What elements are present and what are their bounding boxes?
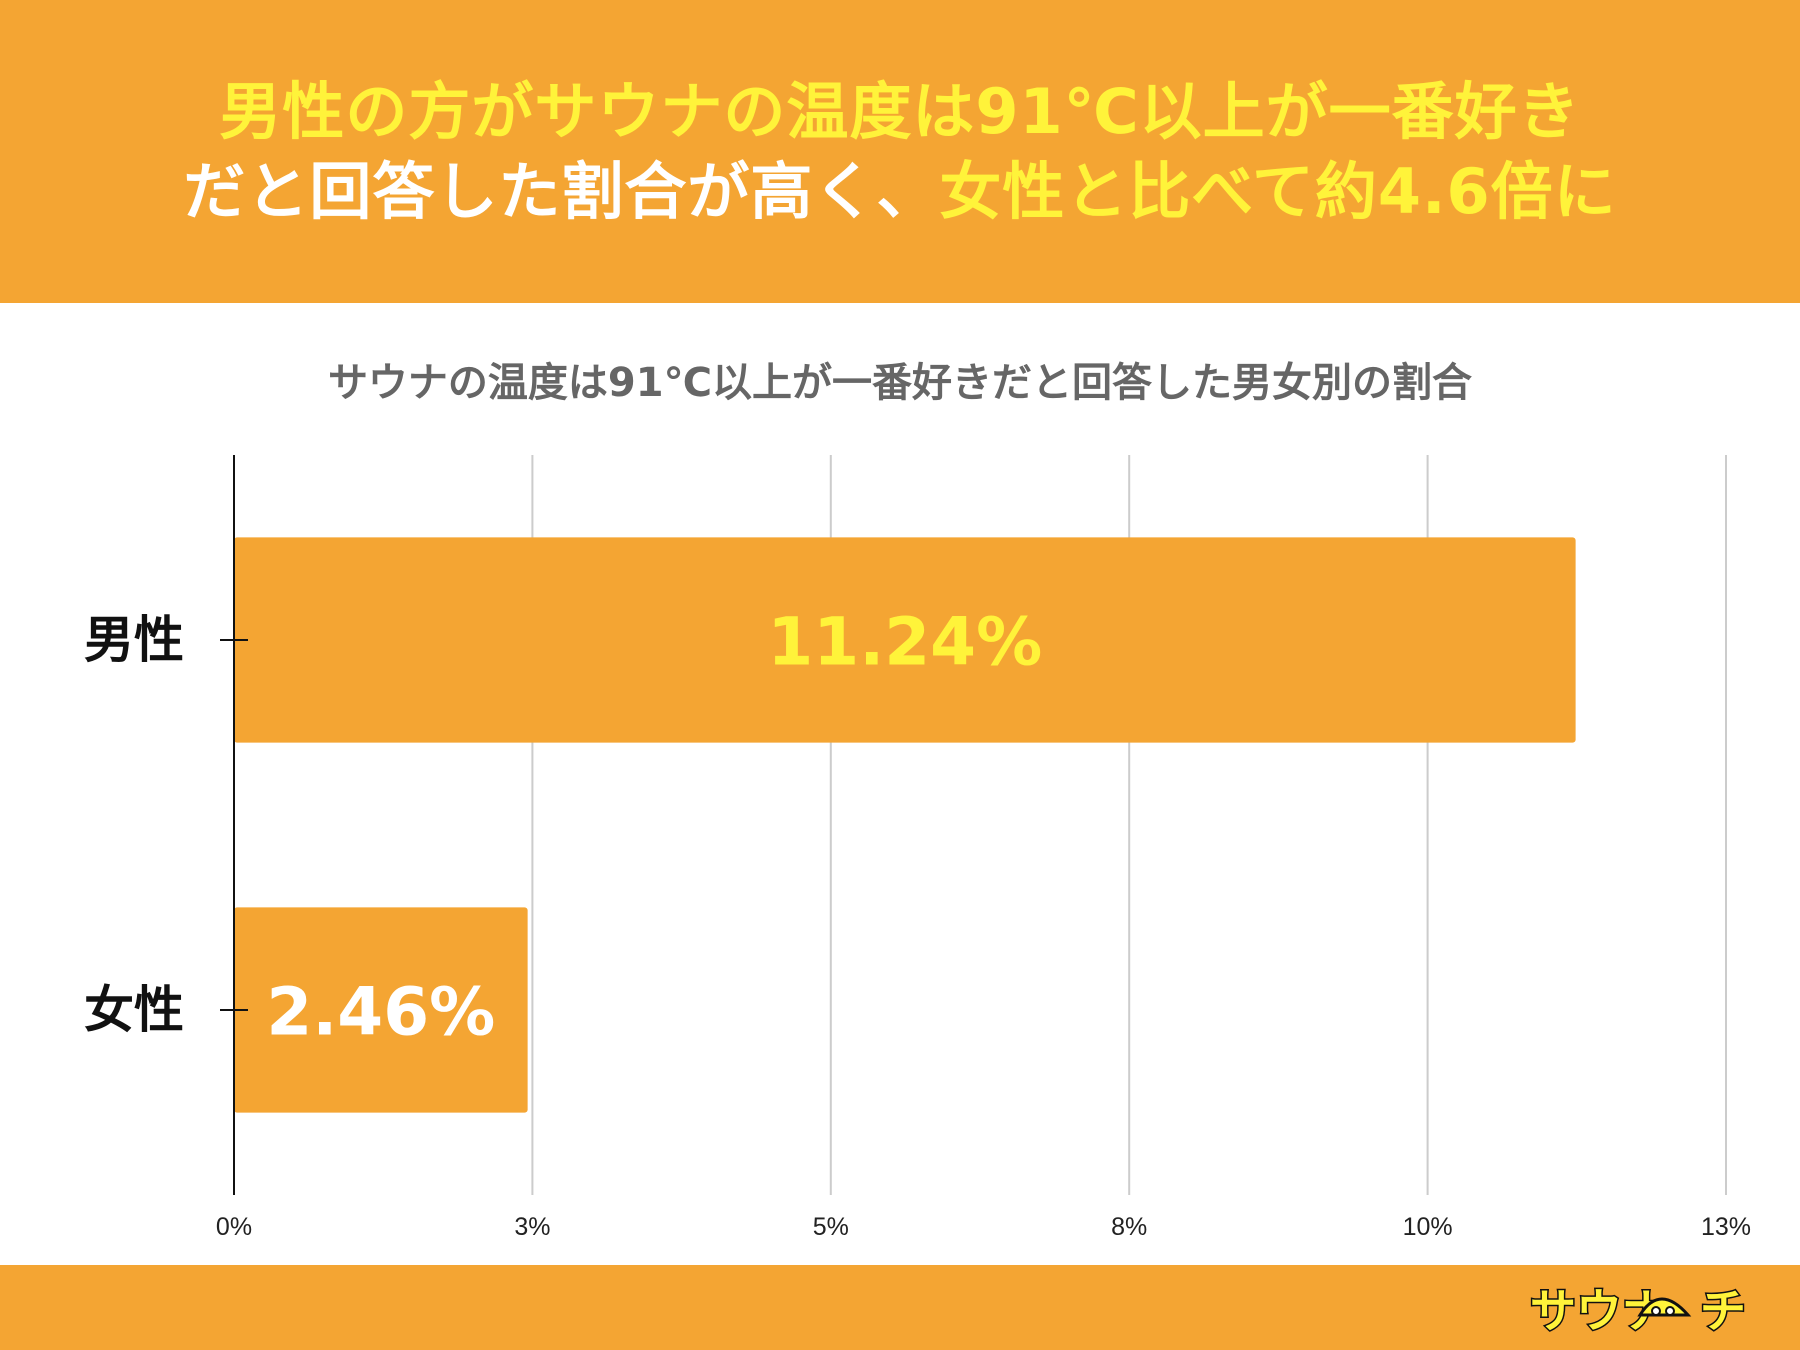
x-tick-label: 5%: [813, 1213, 849, 1241]
category-label: 男性: [84, 611, 184, 669]
x-tick-label: 0%: [216, 1213, 252, 1241]
footer-banner: サウナ チ: [0, 1265, 1800, 1350]
data-label: 11.24%: [767, 604, 1042, 681]
bar: [234, 537, 1576, 743]
bar: [234, 907, 528, 1113]
header-line-2-segment-2: 女性と比べて約4.6倍に: [939, 154, 1617, 228]
data-label: 2.46%: [266, 974, 495, 1051]
header-line-1-segment: 男性の方がサウナの温度は91℃以上が一番好き: [219, 74, 1581, 148]
chart-title: サウナの温度は91℃以上が一番好きだと回答した男女別の割合: [327, 360, 1473, 406]
x-tick-label: 13%: [1701, 1213, 1751, 1241]
header-line-2: だと回答した割合が高く、女性と比べて約4.6倍に: [183, 152, 1616, 232]
bar-chart: 0% 3% 5% 8% 10% 13% 男性 11.24% 女性 2.46%: [84, 455, 1751, 1241]
x-tick-label: 3%: [514, 1213, 550, 1241]
header-line-2-segment-1: だと回答した割合が高く、: [183, 154, 940, 228]
header-line-1: 男性の方がサウナの温度は91℃以上が一番好き: [219, 72, 1580, 152]
category-label: 女性: [84, 981, 184, 1039]
header-banner: 男性の方がサウナの温度は91℃以上が一番好き だと回答した割合が高く、女性と比べ…: [0, 0, 1800, 303]
x-tick-label: 10%: [1403, 1213, 1453, 1241]
brand-logo: サウナ チ: [1529, 1283, 1748, 1340]
logo-text-end: チ: [1700, 1284, 1746, 1338]
sauna-hat-icon: [1637, 1297, 1692, 1317]
x-tick-label: 8%: [1111, 1213, 1147, 1241]
